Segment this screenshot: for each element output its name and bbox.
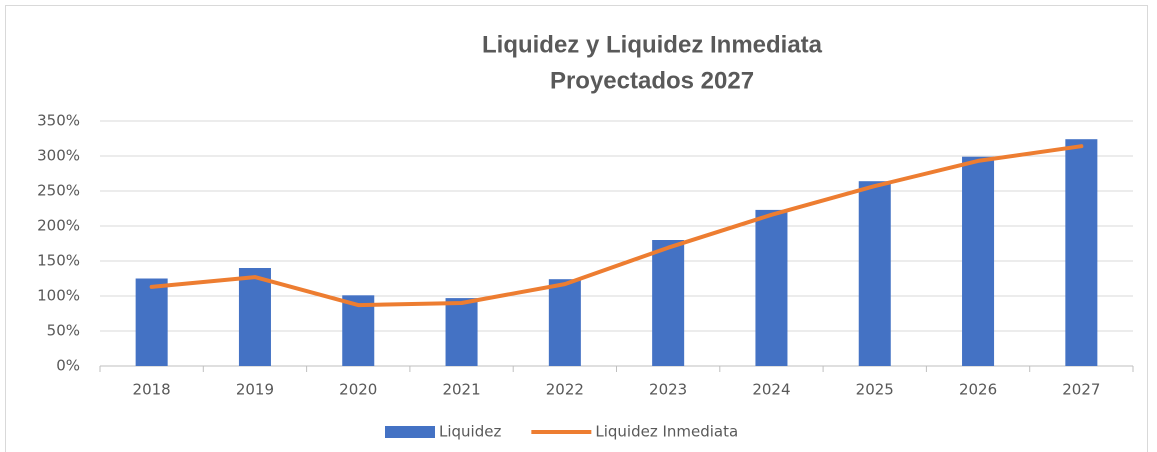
x-tick-label: 2021 <box>442 381 480 399</box>
x-tick-label: 2019 <box>236 381 274 399</box>
x-tick-label: 2023 <box>649 381 687 399</box>
bar <box>1065 139 1098 366</box>
bar <box>755 209 788 366</box>
y-tick-label: 0% <box>56 357 80 375</box>
x-tick-label: 2020 <box>339 381 377 399</box>
chart-title: Proyectados 2027 <box>550 67 754 94</box>
x-tick-label: 2024 <box>752 381 790 399</box>
bar <box>652 240 685 366</box>
bar <box>962 156 995 366</box>
y-tick-label: 100% <box>37 287 80 305</box>
bar <box>548 279 581 366</box>
legend-label: Liquidez <box>439 423 501 441</box>
bar <box>858 181 891 366</box>
x-tick-label: 2018 <box>133 381 171 399</box>
bar <box>135 278 168 366</box>
y-tick-label: 200% <box>37 217 80 235</box>
x-tick-label: 2025 <box>856 381 894 399</box>
y-tick-label: 350% <box>37 112 80 130</box>
x-tick-label: 2022 <box>546 381 584 399</box>
y-tick-label: 300% <box>37 147 80 165</box>
y-tick-label: 150% <box>37 252 80 270</box>
chart-border <box>5 5 1148 452</box>
line <box>149 144 1084 308</box>
y-tick-label: 50% <box>47 322 80 340</box>
bar <box>238 268 271 366</box>
x-tick-label: 2027 <box>1062 381 1100 399</box>
chart-title: Liquidez y Liquidez Inmediata <box>482 31 823 58</box>
legend-swatch <box>385 426 435 438</box>
y-tick-label: 250% <box>37 182 80 200</box>
legend-label: Liquidez Inmediata <box>595 423 738 441</box>
x-tick-label: 2026 <box>959 381 997 399</box>
bar <box>445 298 478 366</box>
